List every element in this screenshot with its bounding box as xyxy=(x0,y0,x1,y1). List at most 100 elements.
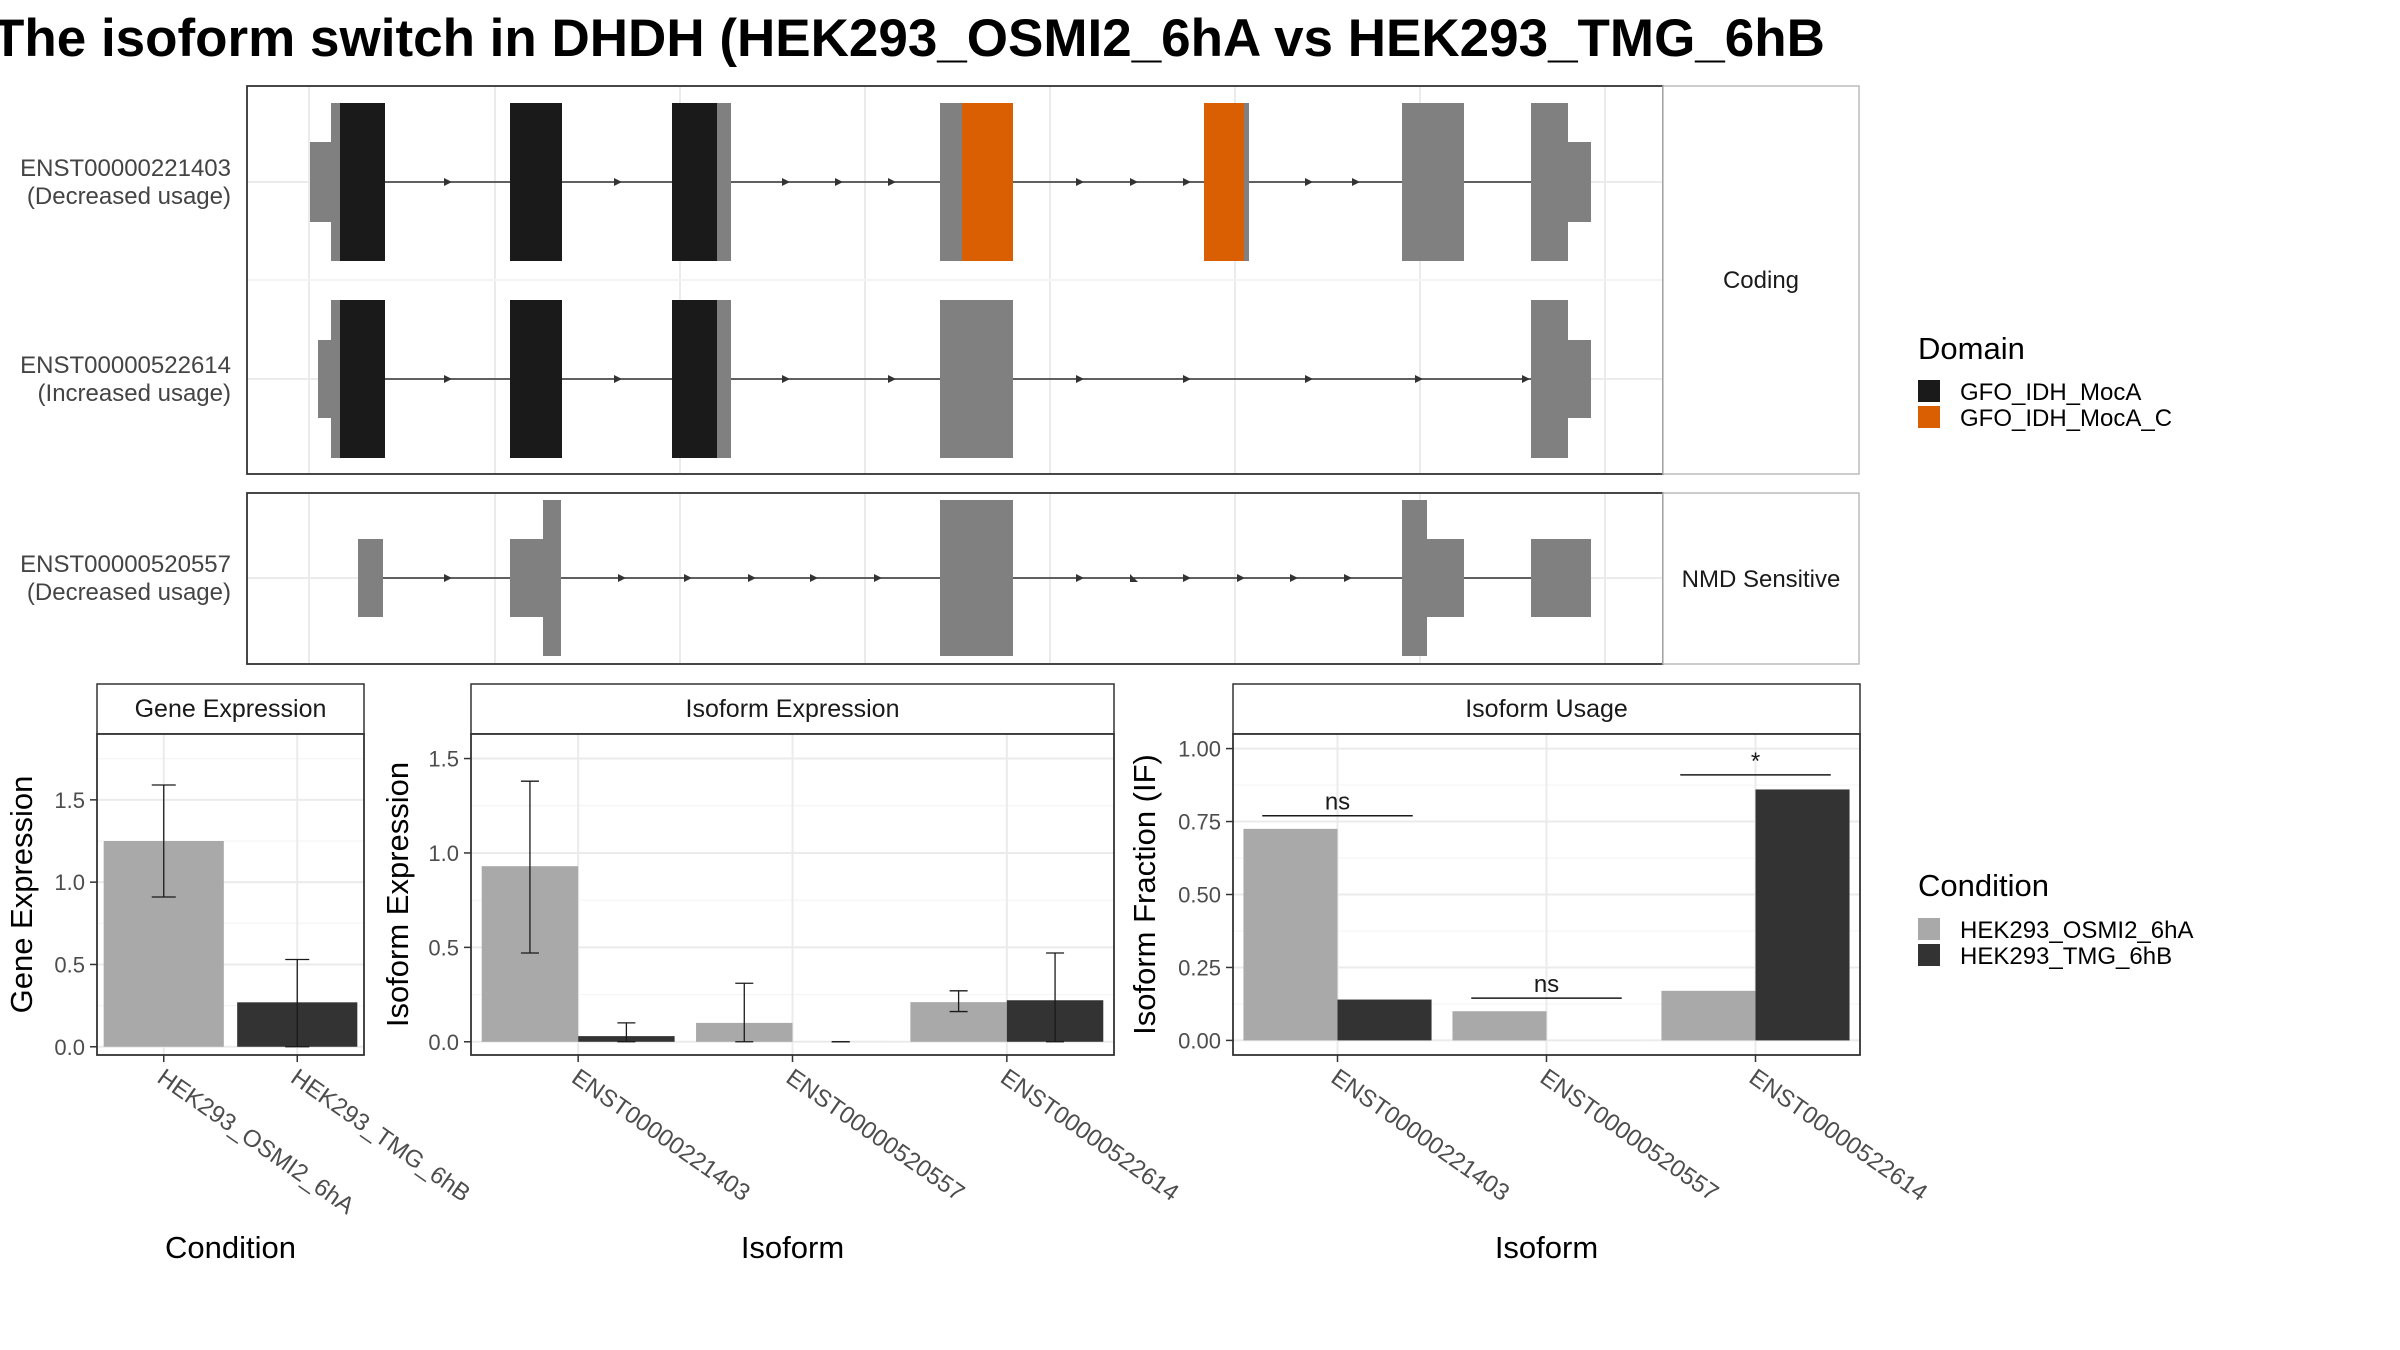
y-tick-label: 1.00 xyxy=(1178,737,1221,762)
utr-exon xyxy=(1565,142,1591,222)
nmd-strip-label: NMD Sensitive xyxy=(1682,566,1841,593)
utr-exon xyxy=(543,500,561,656)
x-tick-label: ENST00000522614 xyxy=(1744,1064,1932,1207)
x-tick-label: ENST00000520557 xyxy=(781,1064,969,1207)
transcript-id-label: ENST00000522614 xyxy=(20,352,231,379)
x-tick-label: ENST00000221403 xyxy=(1326,1064,1514,1207)
bar xyxy=(1755,789,1850,1041)
isoform-usage-chart: Isoform Usage ns ns * 0.00 0.25 0.50 0.75 1.00 EN… xyxy=(1127,683,1932,1265)
utr-exon xyxy=(940,300,1013,458)
y-tick-label: 1.0 xyxy=(428,841,459,866)
utr-exon xyxy=(1244,103,1249,261)
intron-arrows xyxy=(444,375,1530,383)
domain-exon-gfo-idh-moca-c xyxy=(962,103,1013,261)
condition-legend: Condition HEK293_OSMI2_6hA HEK293_TMG_6h… xyxy=(1918,868,2193,970)
legend-key-cond-b xyxy=(1918,944,1940,966)
facet-strip-label: Gene Expression xyxy=(135,695,327,723)
domain-legend-title: Domain xyxy=(1918,331,2025,366)
transcript-track-520557 xyxy=(358,500,1591,656)
utr-exon xyxy=(940,103,962,261)
transcript-labels: ENST00000221403 (Decreased usage) ENST00… xyxy=(20,155,231,606)
x-tick-label: ENST00000221403 xyxy=(567,1064,755,1207)
significance-label: ns xyxy=(1534,971,1559,998)
utr-exon xyxy=(717,103,731,261)
y-axis-title: Isoform Fraction (IF) xyxy=(1127,754,1162,1035)
y-tick-label: 0.0 xyxy=(428,1030,459,1055)
y-axis-title: Isoform Expression xyxy=(380,762,415,1027)
legend-label-cond-a: HEK293_OSMI2_6hA xyxy=(1960,917,2193,944)
isoform-expression-chart: Isoform Expression 0.0 0.5 1.0 1.5 ENST000002… xyxy=(380,683,1184,1265)
coding-strip-label: Coding xyxy=(1723,267,1799,294)
y-tick-label: 0.00 xyxy=(1178,1028,1221,1053)
significance-label: ns xyxy=(1325,789,1350,816)
facet-strip xyxy=(1232,683,1861,735)
legend-key-gfo-idh-moca xyxy=(1918,380,1940,402)
legend-key-gfo-idh-moca-c xyxy=(1918,406,1940,428)
utr-exon xyxy=(1402,500,1427,656)
domain-exon-gfo-idh-moca xyxy=(672,103,717,261)
utr-exon xyxy=(1402,103,1464,261)
legend-label-gfo-idh-moca: GFO_IDH_MocA xyxy=(1960,379,2141,406)
transcript-usage-label: (Decreased usage) xyxy=(27,183,231,210)
transcript-track-221403 xyxy=(310,103,1591,261)
utr-exon xyxy=(1531,103,1568,261)
utr-exon xyxy=(1424,539,1464,617)
y-tick-label: 1.0 xyxy=(54,870,85,895)
transcript-id-label: ENST00000520557 xyxy=(20,551,231,578)
y-tick-label: 0.25 xyxy=(1178,955,1221,980)
bar xyxy=(1661,990,1756,1041)
utr-exon xyxy=(331,103,341,261)
domain-exon-gfo-idh-moca xyxy=(510,103,562,261)
domain-exon-gfo-idh-moca-c xyxy=(1204,103,1244,261)
utr-exon xyxy=(1531,300,1568,458)
domain-legend: Domain GFO_IDH_MocA GFO_IDH_MocA_C xyxy=(1918,331,2172,432)
x-tick-label: ENST00000520557 xyxy=(1535,1064,1723,1207)
transcript-usage-label: (Increased usage) xyxy=(38,380,231,407)
facet-strip-label: Isoform Usage xyxy=(1465,695,1628,723)
x-axis-title: Isoform xyxy=(741,1230,844,1265)
condition-legend-title: Condition xyxy=(1918,868,2049,903)
y-tick-label: 0.0 xyxy=(54,1035,85,1060)
intron-arrows xyxy=(444,178,1360,186)
utr-exon xyxy=(331,300,341,458)
y-axis-title: Gene Expression xyxy=(4,776,39,1014)
facet-strip xyxy=(96,683,365,735)
legend-label-cond-b: HEK293_TMG_6hB xyxy=(1960,943,2172,970)
intron-arrows xyxy=(444,574,1352,582)
nmd-strip xyxy=(1662,492,1860,665)
domain-exon-gfo-idh-moca xyxy=(340,300,385,458)
y-tick-label: 1.5 xyxy=(54,788,85,813)
utr-exon xyxy=(1531,539,1591,617)
utr-exon xyxy=(510,539,546,617)
domain-exon-gfo-idh-moca xyxy=(340,103,385,261)
x-axis-title: Isoform xyxy=(1495,1230,1598,1265)
y-tick-label: 0.50 xyxy=(1178,883,1221,908)
y-tick-label: 1.5 xyxy=(428,747,459,772)
bar xyxy=(1337,999,1432,1041)
utr-exon xyxy=(940,500,1013,656)
facet-strip-label: Isoform Expression xyxy=(686,695,900,723)
utr-exon xyxy=(1565,340,1591,418)
bar xyxy=(1452,1011,1547,1041)
transcript-usage-label: (Decreased usage) xyxy=(27,579,231,606)
y-tick-label: 0.5 xyxy=(54,952,85,977)
facet-strip xyxy=(470,683,1115,735)
figure-title: The isoform switch in DHDH (HEK293_OSMI2… xyxy=(0,9,1825,68)
y-tick-label: 0.5 xyxy=(428,935,459,960)
x-axis-title: Condition xyxy=(165,1230,296,1265)
y-tick-label: 0.75 xyxy=(1178,810,1221,835)
significance-label: * xyxy=(1751,748,1760,775)
utr-exon xyxy=(358,539,383,617)
transcript-id-label: ENST00000221403 xyxy=(20,155,231,182)
coding-strip xyxy=(1662,85,1860,475)
legend-label-gfo-idh-moca-c: GFO_IDH_MocA_C xyxy=(1960,405,2172,432)
utr-exon xyxy=(717,300,731,458)
x-tick-label: ENST00000522614 xyxy=(995,1064,1183,1207)
transcript-structure-panels: Coding NMD Sensitive xyxy=(20,85,1860,665)
domain-exon-gfo-idh-moca xyxy=(672,300,717,458)
legend-key-cond-a xyxy=(1918,918,1940,940)
plot-panel-border xyxy=(96,733,365,1056)
bar xyxy=(1243,828,1338,1041)
transcript-track-522614 xyxy=(318,300,1591,458)
